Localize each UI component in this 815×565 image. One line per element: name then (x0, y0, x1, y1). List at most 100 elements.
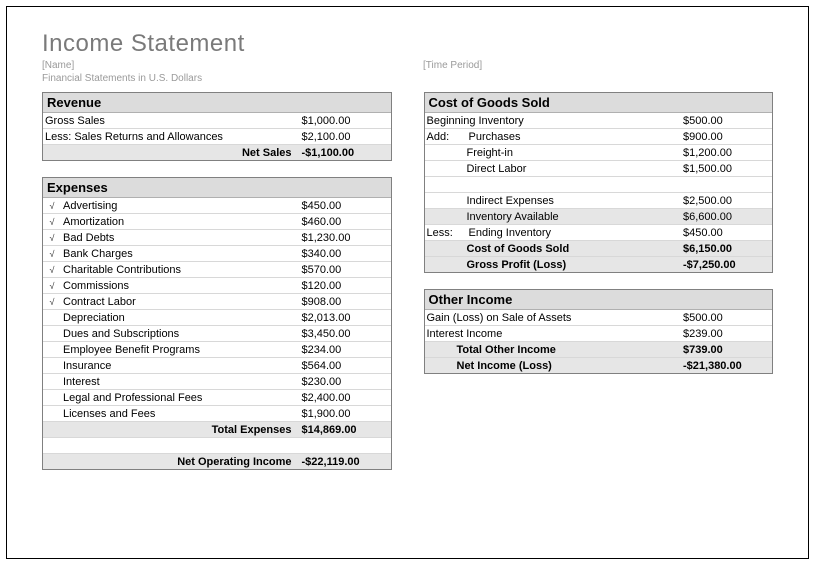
table-row: Insurance$564.00 (43, 358, 391, 374)
row-label: Net Sales (43, 146, 298, 160)
table-row: Less:Ending Inventory$450.00 (425, 225, 773, 241)
row-label: Gross Profit (Loss) (465, 258, 680, 272)
right-column: Cost of Goods Sold Beginning Inventory$5… (424, 92, 774, 486)
row-value: $2,100.00 (298, 130, 391, 144)
columns: Revenue Gross Sales $1,000.00 Less: Sale… (42, 92, 773, 486)
net-operating-income-row: Net Operating Income -$22,119.00 (43, 454, 391, 469)
table-row: Indirect Expenses$2,500.00 (425, 193, 773, 209)
revenue-section: Revenue Gross Sales $1,000.00 Less: Sale… (42, 92, 392, 161)
row-label: Commissions (61, 279, 298, 293)
row-label: Legal and Professional Fees (61, 391, 298, 405)
row-label: Total Expenses (43, 423, 298, 437)
row-value: $1,200.00 (679, 146, 772, 160)
check-mark: √ (43, 217, 61, 227)
row-label: Indirect Expenses (465, 194, 680, 208)
row-value: $2,013.00 (298, 311, 391, 325)
row-value: $14,869.00 (298, 423, 391, 437)
expenses-header: Expenses (43, 178, 391, 198)
table-row: Interest Income$239.00 (425, 326, 773, 342)
table-row: Freight-in$1,200.00 (425, 145, 773, 161)
table-row: Beginning Inventory$500.00 (425, 113, 773, 129)
row-prefix: Less: (425, 227, 467, 239)
row-value: $120.00 (298, 279, 391, 293)
check-mark: √ (43, 281, 61, 291)
row-value: $900.00 (679, 130, 772, 144)
row-label: Amortization (61, 215, 298, 229)
row-label: Depreciation (61, 311, 298, 325)
currency-note: Financial Statements in U.S. Dollars (42, 73, 773, 84)
row-label: Interest Income (425, 327, 680, 341)
row-value: $450.00 (679, 226, 772, 240)
table-row: Add:Purchases$900.00 (425, 129, 773, 145)
row-value: $3,450.00 (298, 327, 391, 341)
table-row: Less: Sales Returns and Allowances $2,10… (43, 129, 391, 145)
row-value: -$21,380.00 (679, 359, 772, 373)
row-label: Gain (Loss) on Sale of Assets (425, 311, 680, 325)
table-row: Inventory Available$6,600.00 (425, 209, 773, 225)
row-value: $6,600.00 (679, 210, 772, 224)
row-value: $500.00 (679, 114, 772, 128)
table-row: Depreciation$2,013.00 (43, 310, 391, 326)
row-label: Purchases (467, 130, 680, 144)
row-value: $570.00 (298, 263, 391, 277)
table-row: Dues and Subscriptions$3,450.00 (43, 326, 391, 342)
row-value: $1,500.00 (679, 162, 772, 176)
row-label: Charitable Contributions (61, 263, 298, 277)
check-mark: √ (43, 201, 61, 211)
name-placeholder: [Name] (42, 60, 423, 71)
row-label: Licenses and Fees (61, 407, 298, 421)
placeholder-row: [Name] [Time Period] (42, 60, 773, 71)
row-value: $340.00 (298, 247, 391, 261)
row-label: Ending Inventory (467, 226, 680, 240)
row-value: $2,400.00 (298, 391, 391, 405)
cogs-header: Cost of Goods Sold (425, 93, 773, 113)
row-value: $460.00 (298, 215, 391, 229)
row-label: Total Other Income (455, 343, 680, 357)
row-value: $234.00 (298, 343, 391, 357)
table-row: Legal and Professional Fees$2,400.00 (43, 390, 391, 406)
row-label: Advertising (61, 199, 298, 213)
row-label: Bad Debts (61, 231, 298, 245)
net-sales-row: Net Sales -$1,100.00 (43, 145, 391, 160)
gross-profit-row: Gross Profit (Loss)-$7,250.00 (425, 257, 773, 272)
row-label: Bank Charges (61, 247, 298, 261)
other-income-header: Other Income (425, 290, 773, 310)
table-row: √Advertising$450.00 (43, 198, 391, 214)
table-row: √Commissions$120.00 (43, 278, 391, 294)
row-label: Direct Labor (465, 162, 680, 176)
time-period-placeholder: [Time Period] (423, 60, 773, 71)
table-row: Licenses and Fees$1,900.00 (43, 406, 391, 422)
row-label: Freight-in (465, 146, 680, 160)
table-row: √Charitable Contributions$570.00 (43, 262, 391, 278)
row-label: Dues and Subscriptions (61, 327, 298, 341)
row-label (43, 439, 298, 453)
row-value: $230.00 (298, 375, 391, 389)
row-label: Gross Sales (43, 114, 298, 128)
row-label: Employee Benefit Programs (61, 343, 298, 357)
row-value: $564.00 (298, 359, 391, 373)
table-row: Direct Labor$1,500.00 (425, 161, 773, 177)
left-column: Revenue Gross Sales $1,000.00 Less: Sale… (42, 92, 392, 486)
row-value: -$1,100.00 (298, 146, 391, 160)
cogs-section: Cost of Goods Sold Beginning Inventory$5… (424, 92, 774, 273)
expenses-section: Expenses √Advertising$450.00 √Amortizati… (42, 177, 392, 470)
check-mark: √ (43, 265, 61, 275)
page-title: Income Statement (42, 30, 773, 58)
blank-row (425, 177, 773, 193)
row-label: Interest (61, 375, 298, 389)
table-row: Interest$230.00 (43, 374, 391, 390)
row-label: Beginning Inventory (425, 114, 680, 128)
row-value: $2,500.00 (679, 194, 772, 208)
row-value: $239.00 (679, 327, 772, 341)
table-row: Gain (Loss) on Sale of Assets$500.00 (425, 310, 773, 326)
table-row: √Bank Charges$340.00 (43, 246, 391, 262)
row-label: Cost of Goods Sold (465, 242, 680, 256)
row-label: Less: Sales Returns and Allowances (43, 130, 298, 144)
table-row: √Contract Labor$908.00 (43, 294, 391, 310)
check-mark: √ (43, 249, 61, 259)
row-value: $1,230.00 (298, 231, 391, 245)
page: Income Statement [Name] [Time Period] Fi… (0, 0, 815, 565)
row-label: Net Income (Loss) (455, 359, 680, 373)
row-value (679, 184, 772, 186)
row-value: $739.00 (679, 343, 772, 357)
